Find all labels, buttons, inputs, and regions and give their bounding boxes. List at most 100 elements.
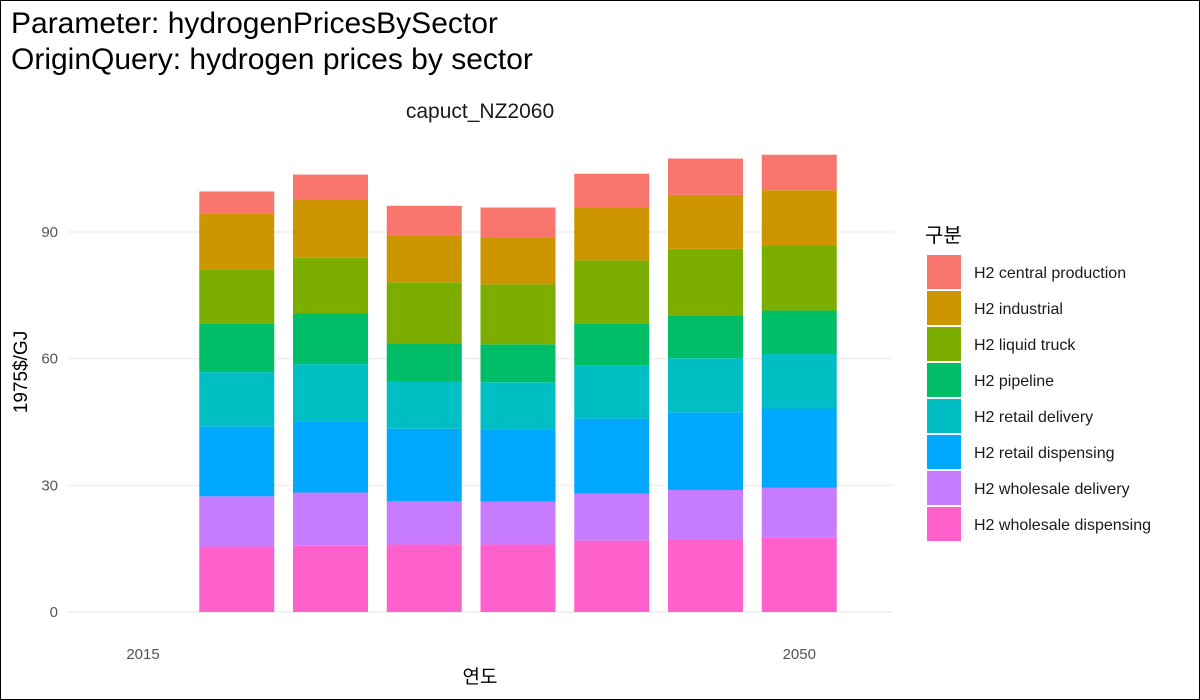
bar-segment — [386, 343, 462, 382]
bar-segment — [293, 313, 368, 365]
bar-segment — [199, 213, 275, 270]
bar-segment — [480, 284, 556, 345]
bar-segment — [199, 426, 275, 497]
bar-segment — [761, 310, 837, 355]
legend-label: H2 retail dispensing — [974, 445, 1115, 462]
legend-item: H2 wholesale dispensing — [927, 507, 1151, 541]
bar-segment — [668, 158, 743, 195]
bar-segment — [386, 234, 462, 283]
bar-segment — [480, 429, 556, 502]
bar-segment — [574, 173, 650, 208]
bar-segment — [574, 323, 650, 366]
bar-segment — [480, 207, 556, 238]
legend-item: H2 industrial — [927, 291, 1063, 325]
bar-stack-2045 — [668, 158, 743, 612]
y-tick-label: 30 — [41, 477, 58, 494]
bar-segment — [293, 257, 368, 314]
bar-segment — [293, 421, 368, 493]
bar-segment — [293, 492, 368, 546]
y-tick-label: 90 — [41, 224, 58, 241]
legend-item: H2 pipeline — [927, 363, 1054, 397]
legend-swatch — [927, 435, 961, 469]
bar-segment — [574, 207, 650, 261]
bar-segment — [761, 487, 837, 538]
bar-segment — [386, 205, 462, 235]
bar-segment — [761, 154, 837, 191]
bar-segment — [386, 501, 462, 545]
legend-swatch — [927, 363, 961, 397]
bar-stack-2050 — [761, 154, 837, 612]
bar-segment — [574, 418, 650, 494]
bar-segment — [761, 408, 837, 488]
bar-segment — [293, 364, 368, 422]
bar-stack-2020 — [199, 191, 275, 612]
bar-segment — [293, 545, 368, 612]
bar-segment — [199, 269, 275, 324]
bar-segment — [480, 237, 556, 285]
bar-segment — [480, 382, 556, 430]
y-axis-title: 1975$/GJ — [11, 331, 32, 413]
legend-label: H2 central production — [974, 265, 1126, 282]
bar-stack-2035 — [480, 207, 556, 612]
y-tick-label: 60 — [41, 351, 58, 368]
bar-segment — [574, 540, 650, 612]
x-axis-title: 연도 — [463, 666, 498, 688]
bar-stack-2025 — [293, 174, 368, 612]
plot-title-origin-query: OriginQuery: hydrogen prices by sector — [11, 43, 533, 76]
legend-items: H2 central production H2 industrial H2 liq… — [927, 255, 1151, 541]
bar-segment — [293, 174, 368, 200]
bar-segment — [668, 538, 743, 612]
bar-segment — [668, 315, 743, 359]
legend-item: H2 retail delivery — [927, 399, 1093, 433]
bar-segment — [293, 199, 368, 258]
panel-title: capuct_NZ2060 — [406, 100, 554, 123]
x-tick-label: 2015 — [126, 646, 159, 663]
legend-label: H2 industrial — [974, 301, 1063, 318]
bar-segment — [386, 381, 462, 429]
bar-segment — [199, 323, 275, 373]
legend-swatch — [927, 327, 961, 361]
bar-stack-2030 — [386, 205, 462, 612]
bar-segment — [668, 248, 743, 316]
legend-label: H2 wholesale delivery — [974, 481, 1130, 498]
bar-segment — [668, 358, 743, 413]
bar-segment — [199, 496, 275, 547]
tick-labels: 0 30 60 90 2015 2050 — [41, 224, 816, 663]
bar-segment — [480, 344, 556, 383]
bar-segment — [386, 282, 462, 344]
bar-segment — [668, 412, 743, 490]
legend-item: H2 central production — [927, 255, 1126, 289]
legend-swatch — [927, 255, 961, 289]
bars — [199, 154, 837, 612]
bar-segment — [480, 501, 556, 545]
bar-segment — [574, 260, 650, 324]
legend-swatch — [927, 507, 961, 541]
legend-label: H2 liquid truck — [974, 337, 1076, 354]
legend-swatch — [927, 471, 961, 505]
bar-segment — [761, 354, 837, 409]
legend-item: H2 wholesale delivery — [927, 471, 1130, 505]
legend-label: H2 pipeline — [974, 373, 1054, 390]
bar-segment — [668, 489, 743, 539]
x-tick-label: 2050 — [783, 646, 816, 663]
bar-segment — [386, 428, 462, 502]
bar-stack-2040 — [574, 173, 650, 612]
bar-segment — [199, 191, 275, 214]
bar-segment — [574, 365, 650, 419]
legend-swatch — [927, 399, 961, 433]
y-tick-label: 0 — [50, 604, 58, 621]
bar-segment — [199, 372, 275, 427]
bar-segment — [574, 493, 650, 541]
bar-segment — [668, 194, 743, 249]
bar-segment — [761, 245, 837, 311]
legend-title: 구분 — [925, 223, 962, 247]
legend-item: H2 retail dispensing — [927, 435, 1115, 469]
bar-segment — [199, 546, 275, 612]
plot-title-parameter: Parameter: hydrogenPricesBySector — [11, 7, 498, 40]
legend-label: H2 retail delivery — [974, 409, 1093, 426]
legend-item: H2 liquid truck — [927, 327, 1076, 361]
bar-segment — [761, 537, 837, 612]
bar-segment — [480, 544, 556, 612]
